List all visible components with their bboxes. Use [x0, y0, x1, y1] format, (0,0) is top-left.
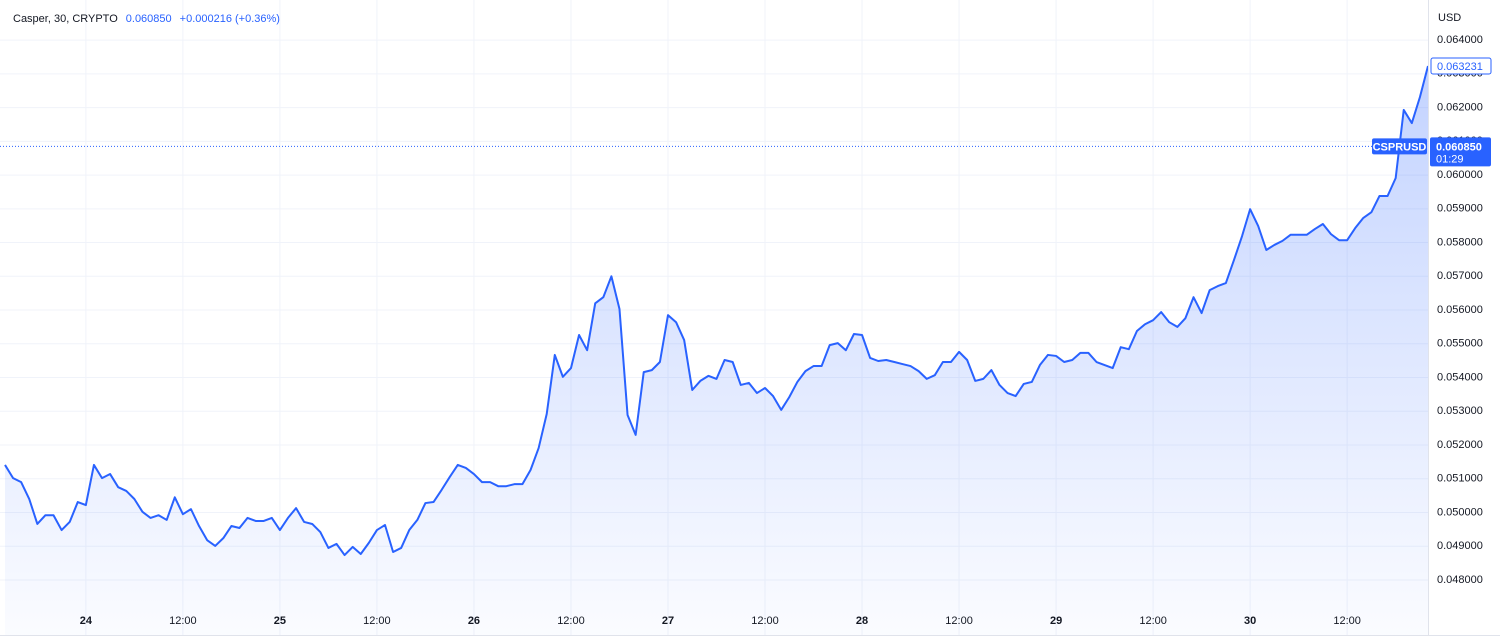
y-tick-label: 0.059000: [1437, 203, 1483, 215]
y-tick-label: 0.054000: [1437, 371, 1483, 383]
x-tick-label: 30: [1244, 615, 1256, 627]
x-tick-label: 24: [80, 615, 93, 627]
plot: [0, 65, 1429, 636]
y-tick-label: 0.050000: [1437, 506, 1483, 518]
axis-unit: USD: [1438, 12, 1461, 24]
x-tick-label: 27: [662, 615, 674, 627]
y-tick-label: 0.052000: [1437, 439, 1483, 451]
y-tick-label: 0.064000: [1437, 34, 1483, 46]
x-tick-label: 12:00: [945, 615, 973, 627]
y-tick-label: 0.053000: [1437, 405, 1483, 417]
symbol-title: Casper, 30, CRYPTO: [13, 13, 118, 25]
symbol-tag: [1372, 138, 1427, 155]
x-tick-label: 12:00: [751, 615, 779, 627]
area: [5, 66, 1428, 636]
current-price-label: 0.060850: [1436, 141, 1482, 153]
x-tick-label: 12:00: [363, 615, 391, 627]
header-change: +0.000216 (+0.36%): [180, 13, 280, 25]
x-tick-label: 12:00: [169, 615, 197, 627]
y-tick-label: 0.051000: [1437, 473, 1483, 485]
x-tick-label: 12:00: [557, 615, 585, 627]
last-value-tag: [1430, 57, 1492, 75]
price-line: [4, 65, 1429, 557]
y-tick-label: 0.049000: [1437, 540, 1483, 552]
x-tick-label: 12:00: [1333, 615, 1361, 627]
y-tick-label: 0.057000: [1437, 270, 1483, 282]
y-tick-label: 0.056000: [1437, 304, 1483, 316]
countdown-label: 01:29: [1436, 153, 1464, 165]
symbol-label: CSPRUSD: [1373, 141, 1427, 153]
y-tick-label: 0.055000: [1437, 338, 1483, 350]
x-tick-label: 25: [274, 615, 286, 627]
last-value-label: 0.063231: [1437, 61, 1483, 73]
y-tick-label: 0.062000: [1437, 101, 1483, 113]
x-tick-label: 29: [1050, 615, 1062, 627]
header-price: 0.060850: [126, 13, 172, 25]
y-tick-label: 0.060000: [1437, 169, 1483, 181]
legend-header: Casper, 30, CRYPTO 0.060850 +0.000216 (+…: [13, 13, 280, 25]
x-tick-label: 28: [856, 615, 868, 627]
current-price-tag: [1430, 137, 1491, 167]
y-tick-label: 0.048000: [1437, 574, 1483, 586]
y-tick-label: 0.058000: [1437, 236, 1483, 248]
x-tick-label: 26: [468, 615, 480, 627]
x-tick-label: 12:00: [1139, 615, 1167, 627]
